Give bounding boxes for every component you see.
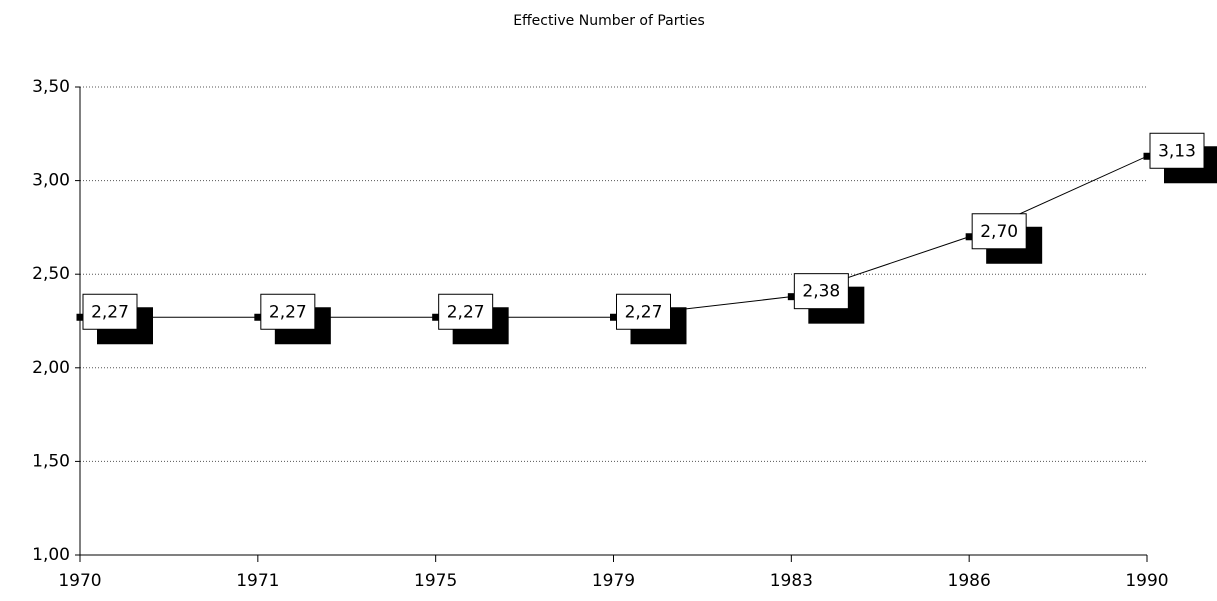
marker [787, 293, 795, 301]
marker [965, 233, 973, 241]
y-tick-label: 3,50 [32, 77, 70, 97]
label-box [1149, 132, 1205, 169]
x-tick-label: 1979 [592, 571, 635, 591]
x-tick-label: 1975 [414, 571, 457, 591]
value-label: 2,38 [802, 282, 840, 302]
label-box [793, 273, 849, 310]
marker [610, 313, 617, 321]
chart-title: Effective Number of Parties [513, 13, 705, 29]
y-tick-label: 2,50 [32, 264, 70, 284]
y-tick-label: 3,00 [32, 171, 70, 191]
value-label: 3,13 [1158, 141, 1196, 161]
label-box [616, 293, 671, 330]
value-label: 2,27 [269, 302, 307, 322]
label-box [971, 213, 1027, 250]
label-box [438, 293, 494, 330]
label-box [82, 293, 138, 330]
y-tick-label: 1,50 [32, 451, 70, 471]
value-label: 2,27 [91, 302, 129, 322]
value-label: 2,27 [625, 302, 663, 322]
marker [254, 313, 262, 321]
value-label: 2,70 [980, 222, 1018, 242]
y-tick-label: 1,00 [32, 545, 70, 565]
x-tick-label: 1990 [1125, 571, 1168, 591]
x-tick-label: 1986 [948, 571, 991, 591]
value-label: 2,27 [447, 302, 485, 322]
y-tick-label: 2,00 [32, 358, 70, 378]
x-tick-label: 1970 [58, 571, 101, 591]
marker [76, 313, 84, 321]
marker [432, 313, 440, 321]
x-tick-label: 1971 [236, 571, 279, 591]
marker [1143, 152, 1151, 160]
label-box [260, 293, 316, 330]
x-tick-label: 1983 [770, 571, 813, 591]
